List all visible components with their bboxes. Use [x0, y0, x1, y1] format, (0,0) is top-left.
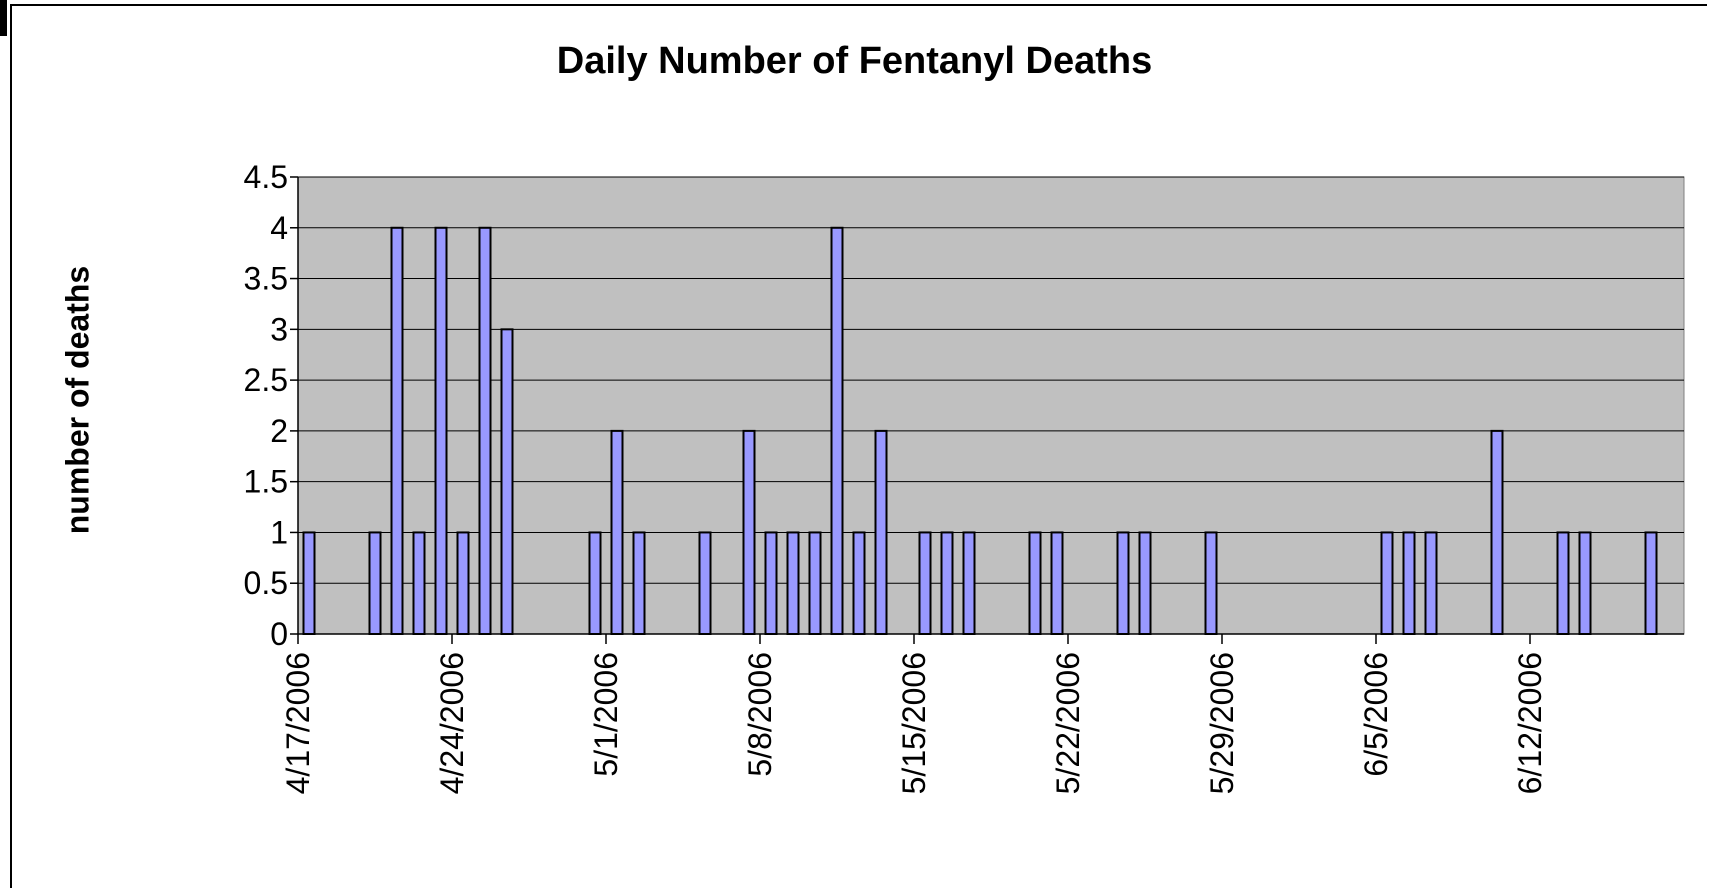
bar [1424, 531, 1438, 636]
bar [390, 226, 404, 635]
x-tick-label: 4/24/2006 [434, 652, 470, 794]
y-tick-label: 1.5 [244, 464, 288, 500]
bar [808, 531, 822, 636]
bar [698, 531, 712, 636]
x-tick-label: 5/8/2006 [742, 652, 778, 777]
bar [588, 531, 602, 636]
bar [1644, 531, 1658, 636]
y-tick-label: 0 [270, 616, 288, 652]
x-tick-label: 5/22/2006 [1050, 652, 1086, 794]
y-tick-label: 2 [270, 413, 288, 449]
bar [434, 226, 448, 635]
bar [1138, 531, 1152, 636]
bar [1028, 531, 1042, 636]
bar [478, 226, 492, 635]
bar [1204, 531, 1218, 636]
bar [1490, 429, 1504, 635]
y-tick-label: 2.5 [244, 362, 288, 398]
plot-area [297, 176, 1685, 635]
y-tick-label: 3.5 [244, 261, 288, 297]
bar [368, 531, 382, 636]
bar [302, 531, 316, 636]
bar [874, 429, 888, 635]
chart-title: Daily Number of Fentanyl Deaths [556, 40, 1153, 82]
bar [1556, 531, 1570, 636]
bar [962, 531, 976, 636]
bar [1402, 531, 1416, 636]
bar [500, 328, 514, 635]
frame-corner-mark [0, 0, 7, 36]
bar [1116, 531, 1130, 636]
bar [764, 531, 778, 636]
bar [632, 531, 646, 636]
x-tick-label: 6/5/2006 [1358, 652, 1394, 777]
x-tick-label: 5/1/2006 [588, 652, 624, 777]
x-tick-label: 6/12/2006 [1512, 652, 1548, 794]
y-tick-label: 4 [270, 210, 288, 246]
bar [1578, 531, 1592, 636]
y-tick-label: 3 [270, 311, 288, 347]
bar [918, 531, 932, 636]
bar [1380, 531, 1394, 636]
x-tick-label: 5/15/2006 [896, 652, 932, 794]
y-tick-label: 4.5 [244, 159, 288, 195]
chart-frame [10, 4, 1707, 888]
bar [830, 226, 844, 635]
x-tick-label: 4/17/2006 [280, 652, 316, 794]
y-tick-label: 1 [270, 514, 288, 550]
bar [852, 531, 866, 636]
bar [742, 429, 756, 635]
bar [456, 531, 470, 636]
bar [412, 531, 426, 636]
bar [940, 531, 954, 636]
bar [1050, 531, 1064, 636]
bar [786, 531, 800, 636]
y-tick-label: 0.5 [244, 565, 288, 601]
x-tick-label: 5/29/2006 [1204, 652, 1240, 794]
bar [610, 429, 624, 635]
